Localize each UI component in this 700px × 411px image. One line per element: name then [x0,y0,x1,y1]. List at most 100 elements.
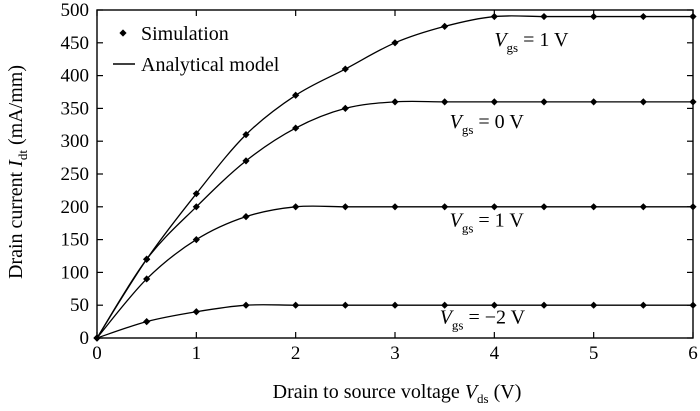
series-1 [93,12,697,342]
simulation-point [490,203,498,211]
x-tick-label: 2 [291,343,301,364]
simulation-point [192,236,200,244]
simulation-point [391,203,399,211]
simulation-point [540,301,548,309]
vgs-symbol: V [440,307,455,329]
simulation-point [242,131,250,139]
vgs-symbol: V [494,29,509,51]
vgs-subscript: gs [452,318,464,333]
vgs-subscript: gs [507,40,519,55]
y-tick-label: 450 [61,33,90,54]
simulation-point [639,301,647,309]
simulation-point [590,12,598,21]
legend-item-analytical: Analytical model [113,54,280,76]
legend-label: Simulation [141,23,229,45]
y-tick-label: 350 [61,98,90,119]
simulation-point [242,213,250,221]
simulation-point [341,65,349,73]
vgs-subscript: gs [462,122,474,137]
simulation-point [143,318,151,326]
simulation-point [689,98,697,106]
simulation-point [441,203,449,211]
simulation-point [540,203,548,211]
simulation-point [441,301,449,309]
y-tick-label: 250 [61,164,90,185]
simulation-point [242,157,250,165]
x-tick-label: 6 [688,343,698,364]
simulation-point [143,275,151,283]
simulation-point [341,301,349,309]
simulation-point [441,22,449,30]
series-3 [93,203,697,342]
simulation-point [341,203,349,211]
x-tick-label: 5 [589,343,599,364]
x-axis-subscript: ds [477,391,489,406]
vgs-symbol: V [450,209,465,231]
simulation-point [192,308,200,316]
simulation-point [292,301,300,309]
simulation-point [590,98,598,106]
simulation-point [639,98,647,106]
x-axis-title: Drain to source voltage Vds (V) [273,381,522,406]
simulation-point [441,98,449,106]
simulation-point [639,12,647,21]
vgs-annotation: Vgs = −2 V [440,307,526,333]
analytical-model-line [96,205,693,339]
x-axis-label: Drain to source voltage [273,381,460,403]
y-axis-symbol: I [5,159,27,168]
x-axis-unit: (V) [489,381,522,403]
simulation-point [292,203,300,211]
y-axis-unit: (mA/mm) [5,65,27,150]
y-tick-label: 500 [61,0,90,21]
simulation-point [639,203,647,211]
simulation-point [192,190,200,198]
y-tick-label: 150 [61,230,90,251]
x-axis-symbol: V [465,381,480,403]
simulation-point [391,98,399,106]
simulation-point [490,301,498,309]
simulation-point [192,203,200,211]
y-tick-label: 300 [61,131,90,152]
y-axis-label: Drain current [5,167,27,279]
vgs-subscript: gs [462,220,474,235]
simulation-point [341,104,349,112]
y-tick-label: 0 [80,328,90,349]
vgs-value: = 1 V [473,209,524,231]
legend-item-simulation: Simulation [119,23,229,45]
simulation-point [540,12,548,21]
simulation-point [490,98,498,106]
y-tick-label: 400 [61,66,90,87]
vgs-annotation: Vgs = 1 V [494,29,569,55]
x-tick-label: 4 [490,343,500,364]
simulation-point [540,98,548,106]
vgs-value: = 1 V [518,29,569,51]
diamond-marker-icon [119,29,127,37]
legend-label: Analytical model [141,54,280,76]
series-layer [93,12,697,342]
x-tick-label: 0 [92,343,102,364]
x-tick-label: 1 [192,343,202,364]
vgs-symbol: V [450,111,465,133]
y-tick-label: 200 [61,197,90,218]
y-tick-label: 50 [70,295,89,316]
vgs-annotation: Vgs = 0 V [450,111,525,137]
simulation-point [292,91,300,99]
x-tick-label: 3 [390,343,400,364]
simulation-point [292,124,300,132]
simulation-point [590,203,598,211]
vgs-value: = 0 V [473,111,524,133]
axis-ticks: 0 1 2 3 4 5 6 0 50 100 150 200 250 300 350 400 450 500 [61,0,698,364]
y-axis-title: Drain current Idt (mA/mm) [5,65,30,279]
simulation-point [391,39,399,47]
simulation-point [242,301,250,309]
vgs-annotation: Vgs = 1 V [450,209,525,235]
simulation-point [391,301,399,309]
simulation-point [143,255,151,263]
simulation-point [689,12,697,21]
y-axis-subscript: dt [15,150,30,161]
legend: Simulation Analytical model [113,23,280,76]
simulation-point [490,12,498,21]
simulation-point [590,301,598,309]
